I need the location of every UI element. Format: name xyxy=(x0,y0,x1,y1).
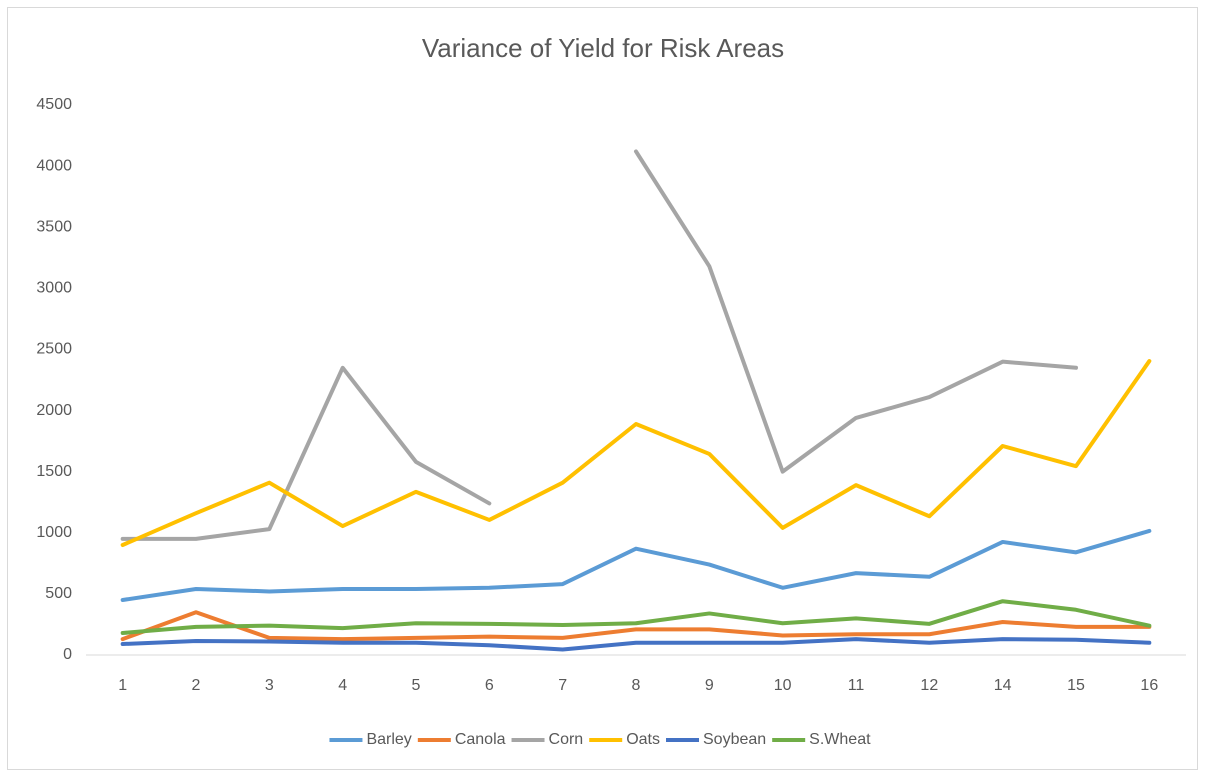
series-line xyxy=(120,359,1152,547)
legend-label: S.Wheat xyxy=(809,731,871,748)
chart-title: Variance of Yield for Risk Areas xyxy=(422,33,784,63)
legend-label: Soybean xyxy=(703,731,766,748)
x-tick-label: 15 xyxy=(1067,677,1085,694)
y-tick-label: 0 xyxy=(63,646,72,663)
x-tick-label: 14 xyxy=(994,677,1012,694)
x-tick-label: 16 xyxy=(1140,677,1158,694)
series-line xyxy=(120,637,1152,652)
series-line xyxy=(120,599,1152,635)
x-tick-label: 8 xyxy=(632,677,641,694)
legend-label: Barley xyxy=(366,731,411,748)
y-tick-label: 3000 xyxy=(36,280,72,297)
y-tick-label: 500 xyxy=(45,585,72,602)
x-tick-label: 2 xyxy=(192,677,201,694)
legend-label: Oats xyxy=(626,731,660,748)
legend-label: Corn xyxy=(549,731,584,748)
y-tick-label: 2000 xyxy=(36,402,72,419)
x-tick-label: 5 xyxy=(412,677,421,694)
series-line xyxy=(120,528,1152,602)
legend-label: Canola xyxy=(455,731,506,748)
x-tick-label: 12 xyxy=(920,677,938,694)
series-line xyxy=(120,610,1152,642)
y-tick-label: 4000 xyxy=(36,157,72,174)
y-tick-label: 4500 xyxy=(36,96,72,113)
x-tick-label: 4 xyxy=(338,677,347,694)
x-tick-label: 11 xyxy=(848,677,865,694)
y-tick-label: 2500 xyxy=(36,341,72,358)
x-tick-label: 10 xyxy=(774,677,792,694)
y-tick-label: 1000 xyxy=(36,524,72,541)
x-tick-label: 3 xyxy=(265,677,274,694)
x-tick-label: 1 xyxy=(118,677,127,694)
x-tick-label: 6 xyxy=(485,677,494,694)
y-tick-label: 3500 xyxy=(36,218,72,235)
y-tick-label: 1500 xyxy=(36,463,72,480)
series-line xyxy=(120,149,1078,541)
x-tick-label: 7 xyxy=(558,677,567,694)
x-tick-label: 9 xyxy=(705,677,714,694)
